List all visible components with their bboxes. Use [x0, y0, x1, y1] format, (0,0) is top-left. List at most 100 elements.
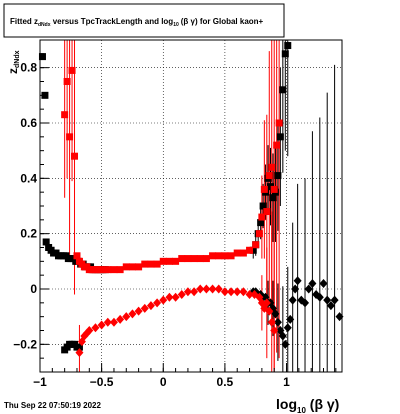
data-point-square — [263, 208, 271, 216]
data-point-diamond — [103, 317, 112, 327]
data-point-square — [42, 238, 50, 246]
data-point-square — [104, 266, 112, 274]
data-point-diamond — [183, 287, 192, 297]
data-point-square — [260, 185, 268, 193]
data-point-diamond — [159, 295, 168, 305]
data-point-square — [128, 263, 136, 271]
x-tick-label: 1 — [283, 375, 290, 389]
data-point-diamond — [288, 295, 297, 305]
data-point-square — [255, 230, 263, 238]
data-point-square — [233, 249, 241, 257]
data-point-square — [227, 252, 235, 260]
data-point-diamond — [283, 323, 292, 333]
y-tick-label: 0.6 — [20, 116, 37, 130]
data-point-square — [196, 255, 204, 263]
data-point-square — [116, 266, 124, 274]
data-point-diamond — [301, 298, 310, 308]
tick-labels: −1 −0.5 0 0.5 1 −0.2 0 0.2 0.4 0.6 0.8 — [13, 61, 290, 389]
data-point-diamond — [153, 298, 162, 308]
data-point-diamond — [214, 284, 223, 294]
data-point-diamond — [202, 284, 211, 294]
data-point-diamond — [239, 287, 248, 297]
data-point-diamond — [227, 287, 236, 297]
data-point-square — [71, 152, 79, 160]
data-point-diamond — [91, 323, 100, 333]
data-point-square — [178, 255, 186, 263]
data-point-square — [66, 133, 74, 141]
data-point-square — [246, 246, 254, 254]
y-tick-label: −0.2 — [13, 337, 37, 351]
data-point-square — [75, 343, 83, 351]
data-point-diamond — [281, 339, 290, 349]
y-tick-label: 0.4 — [20, 171, 37, 185]
y-tick-label: 0.2 — [20, 227, 37, 241]
y-tick-label: 0 — [30, 282, 37, 296]
data-point-diamond — [265, 306, 274, 316]
data-point-diamond — [233, 287, 242, 297]
data-point-square — [239, 249, 247, 257]
data-point-diamond — [165, 292, 174, 302]
data-point-square — [284, 42, 292, 50]
data-point-diamond — [146, 301, 155, 311]
title-sub: dNdx — [38, 22, 51, 28]
footer-timestamp: Thu Sep 22 07:50:19 2022 — [4, 401, 101, 410]
data-point-square — [38, 53, 46, 61]
x-tick-label: −1 — [33, 375, 47, 389]
data-point-square — [268, 163, 276, 171]
data-point-diamond — [267, 317, 276, 327]
data-point-square — [110, 266, 118, 274]
data-point-diamond — [208, 284, 217, 294]
data-point-diamond — [140, 303, 149, 313]
data-point-diamond — [271, 309, 280, 319]
data-point-diamond — [220, 287, 229, 297]
data-point-diamond — [128, 309, 137, 319]
data-point-square — [190, 255, 198, 263]
title-box: Fitted zdNdx versus TpcTrackLength and l… — [3, 3, 285, 38]
x-tick-label: 0 — [160, 375, 167, 389]
data-point-diamond — [308, 278, 317, 288]
data-point-square — [276, 133, 284, 141]
data-point-square — [274, 172, 282, 180]
data-point-diamond — [85, 326, 94, 335]
data-point-square — [279, 86, 287, 94]
data-point-diamond — [273, 317, 282, 327]
y-tick-label: 0.8 — [20, 61, 37, 75]
data-point-diamond — [286, 314, 295, 324]
data-point-square — [63, 78, 71, 85]
data-point-diamond — [190, 287, 199, 297]
data-point-square — [73, 252, 81, 260]
x-tick-label: 0.5 — [217, 375, 234, 389]
data-point-diamond — [319, 278, 328, 288]
data-point-square — [147, 260, 155, 268]
data-point-square — [269, 194, 277, 202]
data-point-diamond — [196, 284, 205, 294]
data-point-diamond — [270, 326, 279, 335]
data-point-diamond — [245, 290, 254, 300]
data-point-square — [257, 219, 265, 227]
title-prefix: Fitted z — [10, 17, 38, 26]
data-point-diamond — [134, 306, 143, 316]
title-sub2: 10 — [173, 22, 179, 28]
data-point-diamond — [262, 298, 271, 308]
data-point-diamond — [177, 290, 186, 300]
data-point-square — [141, 260, 149, 268]
x-tick-label: −0.5 — [90, 375, 114, 389]
data-point-diamond — [293, 276, 302, 286]
data-point-square — [281, 50, 289, 58]
data-point-square — [202, 255, 210, 263]
x-axis-label: log10 (β γ) — [276, 396, 339, 414]
data-point-square — [221, 252, 229, 260]
data-point-diamond — [330, 295, 339, 305]
data-point-diamond — [304, 284, 313, 294]
data-point-square — [172, 257, 180, 265]
data-point-square — [153, 260, 161, 268]
axis-ticks — [39, 39, 337, 373]
data-point-diamond — [315, 292, 324, 302]
data-point-square — [249, 246, 257, 254]
data-point-diamond — [171, 292, 180, 302]
data-point-diamond — [323, 295, 332, 305]
data-point-square — [135, 263, 143, 271]
data-point-diamond — [97, 320, 106, 330]
